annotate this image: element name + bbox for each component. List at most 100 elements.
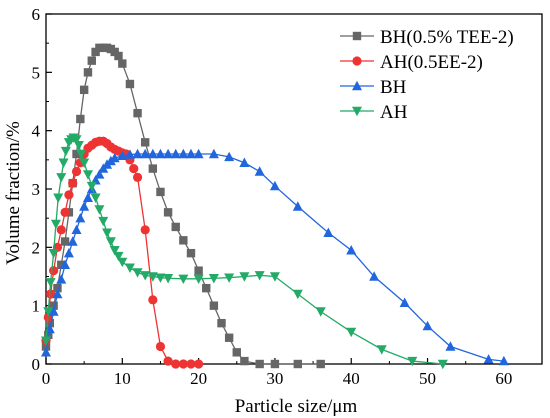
data-point bbox=[68, 178, 78, 188]
y-tick-label: 6 bbox=[32, 5, 41, 24]
data-point bbox=[76, 114, 85, 124]
data-point bbox=[224, 151, 235, 162]
data-point bbox=[45, 289, 56, 299]
data-point bbox=[71, 224, 82, 235]
data-point bbox=[171, 359, 181, 369]
data-point bbox=[163, 148, 174, 159]
data-point bbox=[98, 216, 109, 227]
data-point bbox=[132, 172, 143, 182]
data-point bbox=[124, 263, 135, 273]
data-point bbox=[155, 148, 166, 159]
data-point bbox=[56, 274, 67, 284]
data-point bbox=[45, 318, 55, 328]
data-point bbox=[132, 148, 143, 159]
data-point bbox=[148, 295, 158, 305]
data-point bbox=[346, 327, 357, 338]
data-point bbox=[163, 208, 173, 217]
data-point bbox=[437, 359, 448, 370]
data-point bbox=[270, 359, 280, 369]
x-tick-label: 50 bbox=[419, 369, 436, 388]
data-point bbox=[118, 59, 127, 68]
y-tick-label: 4 bbox=[32, 122, 41, 141]
y-tick-label: 2 bbox=[32, 238, 41, 257]
data-point bbox=[399, 297, 410, 307]
data-point bbox=[171, 222, 180, 232]
data-point bbox=[170, 148, 181, 159]
y-tick-label: 5 bbox=[32, 63, 41, 82]
data-point bbox=[255, 359, 264, 369]
data-point bbox=[208, 148, 219, 159]
data-point bbox=[60, 237, 70, 246]
data-point bbox=[155, 273, 166, 283]
data-point bbox=[58, 158, 69, 168]
data-point bbox=[407, 356, 418, 367]
data-point bbox=[117, 257, 128, 268]
data-point bbox=[49, 266, 59, 276]
data-point bbox=[232, 348, 241, 357]
data-point bbox=[186, 248, 196, 258]
data-point bbox=[41, 347, 51, 357]
data-point bbox=[41, 342, 51, 351]
data-point bbox=[79, 85, 89, 95]
data-point bbox=[49, 301, 58, 310]
data-point bbox=[102, 228, 113, 238]
data-point bbox=[67, 236, 78, 246]
data-point bbox=[224, 273, 235, 283]
data-point bbox=[186, 359, 196, 369]
data-point bbox=[193, 148, 204, 159]
data-point bbox=[60, 259, 71, 270]
data-point bbox=[209, 301, 219, 310]
y-tick-label: 3 bbox=[32, 180, 41, 199]
data-point bbox=[178, 274, 189, 285]
series-3 bbox=[41, 133, 448, 370]
data-point bbox=[117, 150, 128, 160]
data-point bbox=[293, 359, 303, 369]
x-tick-label: 0 bbox=[42, 369, 51, 388]
data-point bbox=[56, 225, 66, 235]
series-2 bbox=[41, 148, 509, 366]
data-point bbox=[133, 108, 142, 118]
data-point bbox=[239, 157, 250, 167]
data-point bbox=[87, 56, 96, 65]
data-point bbox=[422, 320, 433, 331]
data-point bbox=[60, 146, 71, 157]
series-line bbox=[45, 47, 321, 365]
data-point bbox=[109, 152, 120, 163]
data-point bbox=[63, 247, 74, 258]
data-point bbox=[224, 333, 234, 342]
data-point bbox=[56, 173, 67, 183]
data-point bbox=[140, 225, 150, 235]
data-point bbox=[53, 283, 62, 293]
x-axis-label: Particle size/μm bbox=[235, 396, 358, 417]
data-point bbox=[50, 219, 61, 230]
data-point bbox=[90, 193, 101, 203]
x-tick-label: 10 bbox=[114, 369, 131, 388]
data-point bbox=[52, 288, 63, 299]
data-point bbox=[105, 237, 116, 247]
data-point bbox=[254, 166, 265, 176]
legend: BH(0.5% TEE-2) AH(0.5EE-2) BH AH bbox=[340, 27, 514, 123]
data-point bbox=[147, 148, 158, 159]
data-point bbox=[269, 272, 280, 282]
data-point bbox=[346, 245, 357, 255]
x-tick-label: 40 bbox=[343, 369, 360, 388]
data-point bbox=[86, 181, 97, 192]
data-point bbox=[445, 341, 456, 351]
data-point bbox=[156, 187, 165, 197]
legend-label: AH bbox=[380, 102, 408, 123]
data-point bbox=[240, 356, 249, 366]
data-point bbox=[57, 260, 66, 270]
data-point bbox=[178, 359, 188, 369]
series-layer bbox=[41, 43, 509, 370]
data-point bbox=[148, 164, 158, 173]
y-axis-label: Volume fraction/% bbox=[3, 121, 24, 265]
series-0 bbox=[41, 43, 325, 369]
data-point bbox=[292, 289, 303, 300]
data-point bbox=[239, 272, 250, 282]
data-point bbox=[94, 169, 105, 179]
data-point bbox=[48, 306, 59, 316]
data-point bbox=[109, 246, 120, 256]
data-point bbox=[71, 166, 82, 177]
y-tick-label: 1 bbox=[32, 297, 41, 316]
